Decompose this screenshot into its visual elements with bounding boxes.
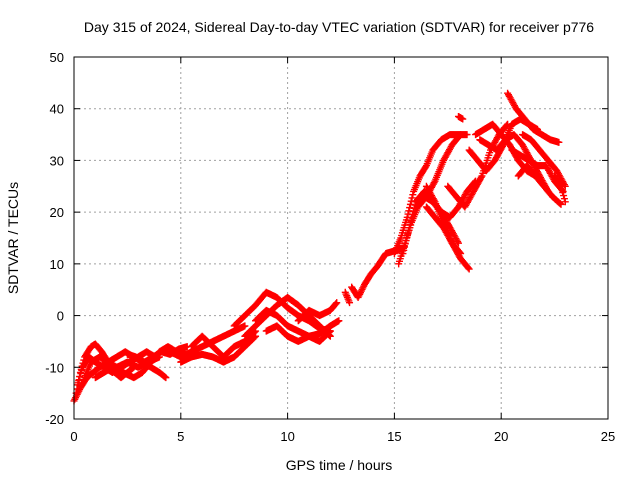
x-tick-label: 10: [280, 429, 294, 444]
data-point: [359, 284, 367, 292]
data-point: [503, 121, 511, 129]
data-point: [78, 366, 86, 374]
data-point: [409, 191, 417, 199]
data-point: [465, 265, 473, 273]
data-point: [71, 395, 79, 403]
data-point: [557, 200, 565, 208]
y-axis-label: SDTVAR / TECUs: [5, 182, 21, 294]
data-point: [407, 217, 415, 225]
data-point: [76, 373, 84, 381]
data-point: [355, 292, 363, 300]
data-point: [457, 131, 465, 139]
data-point: [556, 200, 564, 208]
x-tick-label: 15: [387, 429, 401, 444]
data-point: [477, 173, 485, 181]
data-point: [332, 300, 340, 308]
data-point: [130, 363, 138, 371]
plot-frame: [73, 56, 609, 420]
data-point: [335, 317, 343, 325]
data-point: [401, 243, 409, 251]
data-point: [408, 194, 416, 202]
data-point: [75, 376, 83, 384]
x-axis-label: GPS time / hours: [286, 457, 393, 473]
data-point: [430, 179, 438, 187]
data-point: [561, 198, 569, 206]
axis-ticks: 0 5 10 15 20 25 -20 -10 0 10 20 30 40 50: [45, 50, 615, 444]
data-point: [409, 207, 417, 215]
data-point: [559, 188, 567, 196]
data-point: [74, 379, 82, 387]
data-point: [454, 239, 462, 247]
data-point: [357, 287, 365, 295]
x-tick-label: 0: [70, 429, 77, 444]
data-point: [560, 192, 568, 200]
y-tick-label: 50: [50, 50, 64, 65]
data-point: [406, 220, 414, 228]
data-point: [410, 204, 418, 212]
data-point: [557, 182, 565, 190]
data-point: [464, 264, 472, 272]
y-tick-label: 30: [50, 153, 64, 168]
data-point: [402, 237, 410, 245]
data-point: [354, 293, 362, 301]
data-point: [463, 131, 471, 139]
data-point: [241, 322, 249, 330]
data-point: [555, 199, 563, 207]
data-point: [73, 385, 81, 393]
data-point: [555, 138, 563, 146]
data-point: [405, 224, 413, 232]
chart-title: Day 315 of 2024, Sidereal Day-to-day VTE…: [84, 19, 594, 35]
y-tick-label: 0: [57, 309, 64, 324]
x-tick-label: 5: [177, 429, 184, 444]
data-point: [430, 196, 438, 204]
data-point: [456, 132, 464, 140]
data-point: [408, 214, 416, 222]
data-point: [399, 250, 407, 258]
data-point: [404, 230, 412, 238]
y-tick-label: 20: [50, 205, 64, 220]
data-point: [558, 185, 566, 193]
y-tick-label: 10: [50, 257, 64, 272]
data-point: [422, 163, 430, 171]
data-point: [556, 181, 564, 189]
data-point: [400, 246, 408, 254]
data-point: [356, 289, 364, 297]
y-tick-label: -10: [45, 360, 64, 375]
data-point: [459, 115, 467, 123]
data-point: [333, 299, 341, 307]
y-tick-label: -20: [45, 412, 64, 427]
data-point: [403, 233, 411, 241]
data-point: [346, 299, 354, 307]
x-tick-label: 20: [494, 429, 508, 444]
data-point: [560, 195, 568, 203]
data-point: [401, 240, 409, 248]
data-point: [405, 227, 413, 235]
data-marks: [70, 89, 569, 405]
data-point: [356, 290, 364, 298]
data-point: [454, 238, 462, 246]
y-tick-label: 40: [50, 102, 64, 117]
grid: [74, 57, 608, 419]
data-point: [162, 374, 170, 382]
x-tick-label: 25: [601, 429, 615, 444]
data-point: [358, 285, 366, 293]
data-point: [409, 211, 417, 219]
data-point: [411, 201, 419, 209]
